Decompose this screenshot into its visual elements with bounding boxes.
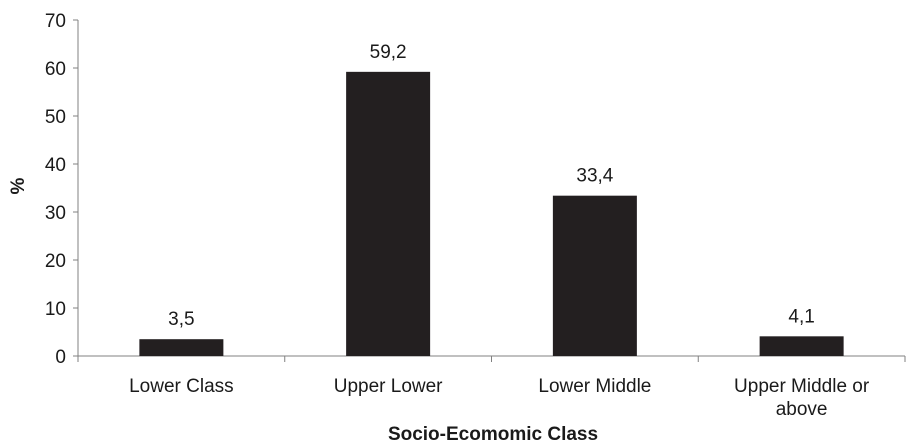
data-label: 4,1 — [788, 306, 814, 327]
y-tick-label: 30 — [45, 203, 66, 224]
x-axis-title: Socio-Ecomomic Class — [388, 424, 598, 445]
y-axis-title: % — [8, 177, 29, 194]
category-label: Upper Middle or above — [734, 376, 870, 420]
y-tick-label: 60 — [45, 59, 66, 80]
category-label: Lower Middle — [538, 376, 651, 397]
category-label: Lower Class — [129, 376, 234, 397]
data-labels: 3,5 59,2 33,4 4,1 — [168, 42, 815, 330]
bar — [552, 195, 637, 356]
y-tick-label: 0 — [55, 347, 66, 368]
category-labels: Lower Class Upper Lower Lower Middle Upper … — [129, 376, 870, 420]
y-tick-label: 70 — [45, 11, 66, 32]
y-axis: 0 10 20 30 40 50 60 70 — [45, 11, 79, 368]
data-label: 33,4 — [576, 166, 613, 187]
data-label: 59,2 — [370, 42, 407, 63]
bar — [139, 339, 224, 356]
category-label: Upper Lower — [334, 376, 443, 397]
bars — [139, 71, 844, 356]
y-tick-label: 40 — [45, 155, 66, 176]
y-tick-label: 50 — [45, 107, 66, 128]
bar — [346, 71, 431, 356]
bar — [759, 336, 844, 356]
y-tick-label: 20 — [45, 251, 66, 272]
y-tick-label: 10 — [45, 299, 66, 320]
data-label: 3,5 — [168, 309, 194, 330]
x-axis — [77, 355, 906, 362]
